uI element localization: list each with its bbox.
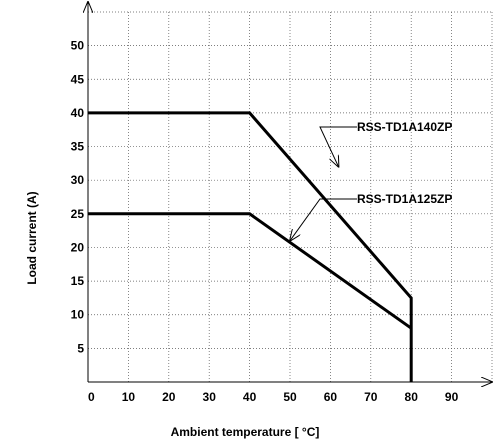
x-tick-label: 0 bbox=[88, 390, 95, 404]
y-tick-label: 45 bbox=[71, 72, 85, 86]
annotation-label: RSS-TD1A140ZP bbox=[357, 120, 452, 134]
y-tick-label: 25 bbox=[71, 207, 85, 221]
x-tick-label: 90 bbox=[445, 390, 459, 404]
x-tick-label: 50 bbox=[283, 390, 297, 404]
annotation-label: RSS-TD1A125ZP bbox=[357, 192, 452, 206]
tick-labels: 5 10 15 20 25 30 35 40 45 50 0 10 20 30 40 50 60 70 80 90 bbox=[71, 39, 459, 404]
series-line bbox=[88, 212, 413, 330]
x-tick-label: 10 bbox=[122, 390, 136, 404]
axes bbox=[88, 2, 492, 382]
y-tick-label: 40 bbox=[71, 106, 85, 120]
y-tick-label: 5 bbox=[77, 341, 84, 355]
annotation-arrow bbox=[319, 126, 357, 167]
y-tick-label: 35 bbox=[71, 140, 85, 154]
series-line bbox=[88, 111, 413, 382]
y-tick-label: 15 bbox=[71, 274, 85, 288]
x-tick-label: 20 bbox=[162, 390, 176, 404]
x-tick-label: 60 bbox=[324, 390, 338, 404]
x-axis-label: Ambient temperature [ °C] bbox=[171, 425, 320, 439]
y-tick-label: 10 bbox=[71, 308, 85, 322]
y-tick-label: 30 bbox=[71, 173, 85, 187]
x-tick-label: 80 bbox=[405, 390, 419, 404]
annotation-arrow bbox=[290, 198, 357, 241]
y-axis-label: Load current (A) bbox=[25, 191, 39, 284]
y-tick-label: 50 bbox=[71, 39, 85, 53]
grid bbox=[88, 11, 493, 382]
x-tick-label: 30 bbox=[203, 390, 217, 404]
x-tick-label: 70 bbox=[364, 390, 378, 404]
series-layer bbox=[88, 111, 413, 382]
y-tick-label: 20 bbox=[71, 240, 85, 254]
x-tick-label: 40 bbox=[243, 390, 257, 404]
annotations: RSS-TD1A140ZP RSS-TD1A125ZP bbox=[290, 120, 452, 241]
